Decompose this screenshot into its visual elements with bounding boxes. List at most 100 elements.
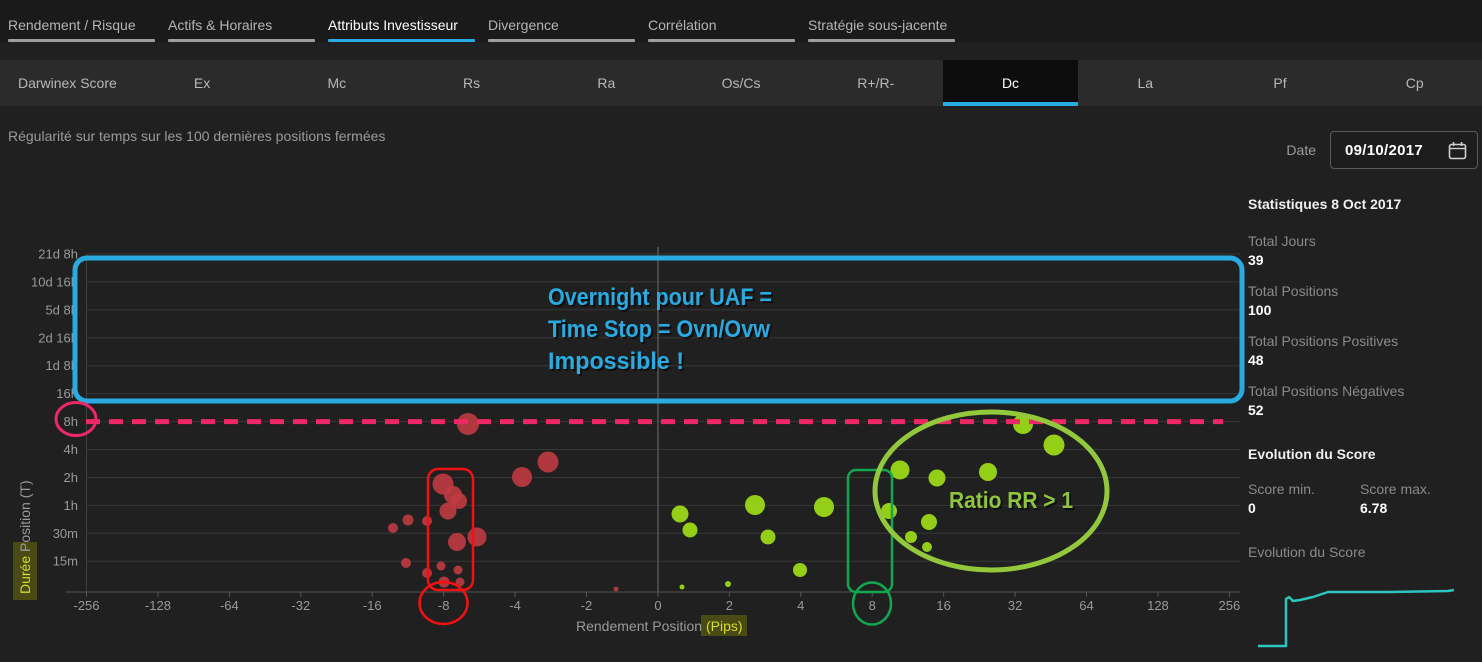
secondary-tab-bar: Darwinex Score Ex Mc Rs Ra Os/Cs R+/R- Dc La Pf Cp bbox=[0, 60, 1482, 106]
svg-text:Rendement Position (Pips): Rendement Position (Pips) bbox=[576, 618, 743, 634]
y-tick-label: 4h bbox=[64, 442, 78, 457]
y-axis-title-rest: Position (T) bbox=[17, 480, 33, 555]
y-tick-label: 5d 8h bbox=[45, 302, 78, 317]
point-positions-positives bbox=[682, 522, 698, 538]
statistics-list: Total Jours 39 Total Positions 100 Total Pos… bbox=[1248, 232, 1474, 420]
y-tick-label: 2d 16h bbox=[38, 330, 78, 345]
point-positions-positives bbox=[725, 581, 731, 587]
x-axis-title-highlight: (Pips) bbox=[706, 618, 743, 634]
x-tick-label: 64 bbox=[1079, 598, 1093, 613]
score-sparkline bbox=[1258, 588, 1455, 648]
score-min-label: Score min. bbox=[1248, 481, 1315, 497]
x-tick-label: 128 bbox=[1147, 598, 1169, 613]
y-tick-label: 10d 16h bbox=[31, 274, 78, 289]
y-tick-label: 1d 8h bbox=[45, 358, 78, 373]
subtab-ra[interactable]: Ra bbox=[597, 75, 616, 91]
date-input[interactable]: 09/10/2017 bbox=[1330, 131, 1478, 169]
point-positions-positives bbox=[760, 529, 776, 545]
plus8-tick-circle bbox=[851, 581, 893, 626]
score-max-value: 6.78 bbox=[1360, 500, 1388, 516]
y-tick-label: 30m bbox=[53, 526, 78, 541]
x-tick-label: -256 bbox=[73, 598, 99, 613]
y-tick-label: 15m bbox=[53, 554, 78, 569]
point-positions-positives bbox=[671, 505, 689, 523]
point-positions-negatives bbox=[439, 502, 457, 520]
point-positions-positives bbox=[922, 542, 932, 552]
subtab-rs[interactable]: Rs bbox=[463, 75, 481, 91]
chart-grid bbox=[66, 247, 1240, 597]
point-positions-positives bbox=[745, 495, 765, 515]
point-positions-negatives bbox=[388, 523, 398, 533]
x-tick-label: -16 bbox=[363, 598, 382, 613]
y-axis-title-highlight: Durée bbox=[17, 556, 33, 594]
x-tick-label: 16 bbox=[936, 598, 950, 613]
point-positions-positives bbox=[679, 584, 685, 590]
x-axis-title: Rendement Position (Pips) bbox=[576, 615, 747, 636]
x-tick-label: -32 bbox=[291, 598, 310, 613]
point-positions-negatives bbox=[453, 565, 463, 575]
stat-total-positions-positives: Total Positions Positives 48 bbox=[1248, 333, 1399, 368]
subtab-r-r[interactable]: R+/R- bbox=[857, 75, 895, 91]
point-positions-negatives bbox=[436, 561, 446, 571]
x-tick-label: 0 bbox=[654, 598, 661, 613]
point-positions-positives bbox=[928, 469, 946, 487]
point-positions-negatives bbox=[537, 451, 559, 473]
subtab-os-cs[interactable]: Os/Cs bbox=[721, 75, 761, 91]
point-positions-negatives bbox=[467, 527, 487, 547]
point-positions-negatives bbox=[451, 493, 467, 509]
subtab-dc[interactable]: Dc bbox=[943, 60, 1078, 106]
overnight-annotation-line1: Overnight pour UAF = bbox=[548, 284, 772, 311]
subtab-cp[interactable]: Cp bbox=[1405, 75, 1424, 91]
y-tick-label: 1h bbox=[64, 498, 78, 513]
nav-tab-rendement-risque[interactable]: Rendement / Risque bbox=[8, 9, 155, 42]
point-positions-positives bbox=[905, 531, 917, 543]
point-positions-negatives bbox=[512, 467, 532, 487]
x-tick-label: -4 bbox=[509, 598, 521, 613]
x-tick-label: 2 bbox=[726, 598, 733, 613]
subtab-ex[interactable]: Ex bbox=[193, 75, 211, 91]
page-subtitle: Régularité sur temps sur les 100 dernièr… bbox=[8, 128, 386, 144]
point-positions-positives bbox=[979, 463, 997, 481]
point-positions-positives bbox=[890, 460, 910, 480]
nav-tab-attributs-investisseur[interactable]: Attributs Investisseur bbox=[328, 9, 475, 42]
y-axis-title: Durée Position (T) bbox=[13, 480, 37, 600]
x-tick-label: -8 bbox=[438, 598, 450, 613]
nav-tab-divergence[interactable]: Divergence bbox=[488, 9, 635, 42]
y-tick-label: 8h bbox=[64, 414, 78, 429]
x-tick-label: -2 bbox=[581, 598, 593, 613]
score-min-value: 0 bbox=[1248, 500, 1256, 516]
date-label: Date bbox=[1286, 142, 1316, 158]
minus8-cluster-box bbox=[426, 467, 475, 592]
subtab-darwinex-score[interactable]: Darwinex Score bbox=[17, 75, 117, 91]
point-positions-negatives bbox=[401, 558, 411, 568]
calendar-icon[interactable] bbox=[1448, 141, 1467, 160]
x-axis-title-rest: Rendement Position bbox=[576, 618, 706, 634]
point-positions-positives bbox=[1013, 414, 1033, 434]
stat-total-positions-n-gatives: Total Positions Négatives 52 bbox=[1248, 383, 1405, 418]
point-positions-negatives bbox=[455, 577, 465, 587]
stat-total-jours: Total Jours 39 bbox=[1248, 233, 1316, 268]
ratio-rr-label: Ratio RR > 1 bbox=[949, 487, 1073, 513]
score-sparkline-title: Evolution du Score bbox=[1248, 544, 1366, 560]
overnight-annotation-box bbox=[72, 255, 1245, 404]
overnight-annotation-line2: Time Stop = Ovn/Ovw bbox=[548, 316, 770, 343]
point-positions-negatives bbox=[613, 586, 619, 592]
nav-tab-corr-lation[interactable]: Corrélation bbox=[648, 9, 795, 42]
point-positions-positives bbox=[814, 497, 834, 517]
chart-data-points bbox=[388, 413, 1065, 592]
date-value: 09/10/2017 bbox=[1345, 141, 1424, 159]
date-picker: Date 09/10/2017 bbox=[1286, 131, 1478, 169]
nav-tab-strat-gie-sous-jacente[interactable]: Stratégie sous-jacente bbox=[808, 9, 955, 42]
nav-tab-actifs-horaires[interactable]: Actifs & Horaires bbox=[168, 9, 315, 42]
subtab-pf[interactable]: Pf bbox=[1273, 75, 1287, 91]
score-max-label: Score max. bbox=[1360, 481, 1431, 497]
subtab-la[interactable]: La bbox=[1137, 75, 1154, 91]
y-tick-label: 21d 8h bbox=[38, 247, 78, 262]
overnight-annotation-line3: Impossible ! bbox=[548, 348, 684, 375]
subtab-mc[interactable]: Mc bbox=[327, 75, 347, 91]
primary-tab-bar: Rendement / Risque Actifs & Horaires Attri… bbox=[0, 0, 1482, 42]
x-tick-label: 8 bbox=[869, 598, 876, 613]
score-minmax: Score min. 0 Score max. 6.78 bbox=[1248, 480, 1474, 530]
x-tick-label: 32 bbox=[1008, 598, 1022, 613]
